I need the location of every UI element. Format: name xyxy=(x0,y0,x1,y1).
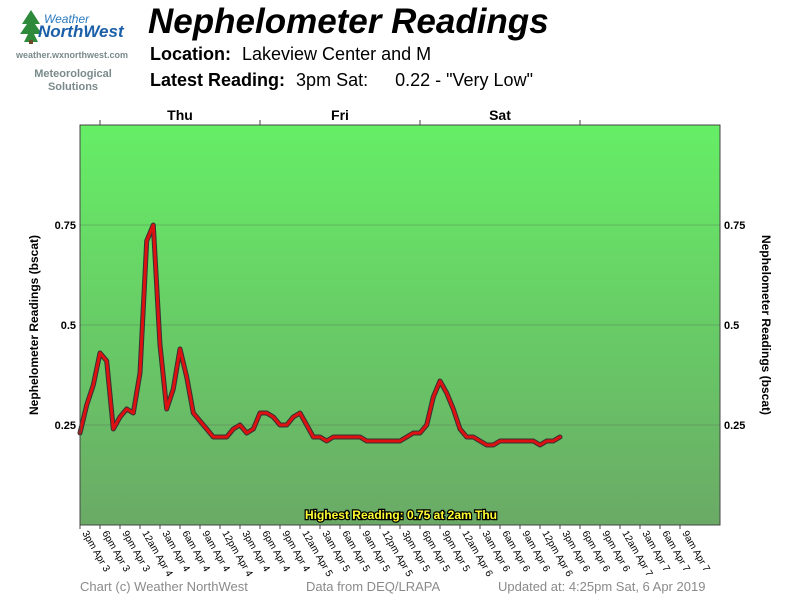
y-tick-label-right: 0.25 xyxy=(724,420,745,432)
latest-reading-line: Latest Reading: 3pm Sat: 0.22 - "Very Lo… xyxy=(150,70,533,91)
day-label: Fri xyxy=(331,107,349,123)
tree-icon xyxy=(20,10,42,44)
y-tick-label-left: 0.5 xyxy=(61,320,76,332)
y-tick-label-right: 0.5 xyxy=(724,320,739,332)
day-label: Sat xyxy=(489,107,511,123)
logo-word-weather: Weather xyxy=(44,12,90,26)
y-axis-label-right: Nephelometer Readings (bscat) xyxy=(759,235,773,415)
latest-reading-label: Latest Reading: xyxy=(150,70,286,90)
footer-data-source: Data from DEQ/LRAPA xyxy=(306,579,441,594)
y-tick-label-left: 0.75 xyxy=(55,220,76,232)
logo-word-northwest: NorthWest xyxy=(38,22,124,41)
y-tick-label-left: 0.25 xyxy=(55,420,76,432)
location-label: Location: xyxy=(150,44,231,64)
location-line: Location: Lakeview Center and M xyxy=(150,44,431,65)
y-axis-label-left: Nephelometer Readings (bscat) xyxy=(27,235,41,415)
footer-updated: Updated at: 4:25pm Sat, 6 Apr 2019 xyxy=(498,579,706,594)
location-value: Lakeview Center and M xyxy=(242,44,432,64)
logo: Weather NorthWest weather.wxnorthwest.co… xyxy=(8,4,138,104)
logo-tagline: Meteorological Solutions xyxy=(8,68,138,94)
latest-reading-value: 0.22 - "Very Low" xyxy=(395,70,533,90)
latest-reading-time: 3pm Sat: xyxy=(296,70,369,90)
highest-reading-annotation: Highest Reading: 0.75 at 2am Thu xyxy=(305,508,497,522)
logo-url: weather.wxnorthwest.com xyxy=(16,50,129,60)
logo-tagline-line1: Meteorological xyxy=(34,68,112,80)
logo-tagline-line2: Solutions xyxy=(47,81,99,93)
day-label: Thu xyxy=(167,107,193,123)
footer-copyright: Chart (c) Weather NorthWest xyxy=(80,579,248,594)
y-tick-label-right: 0.75 xyxy=(724,220,745,232)
series-line xyxy=(78,223,562,447)
page-title: Nephelometer Readings xyxy=(148,2,549,41)
